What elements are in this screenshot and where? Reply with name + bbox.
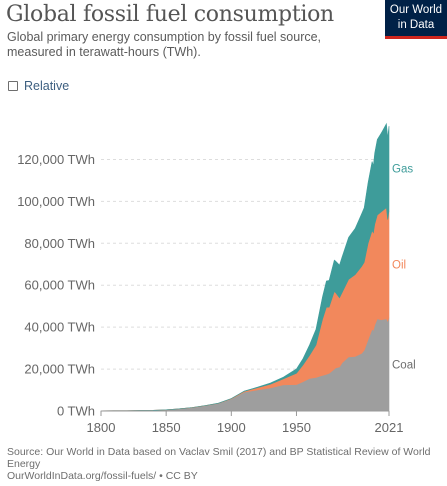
y-tick-label: 60,000 TWh (24, 278, 95, 293)
chart-footer: Source: Our World in Data based on Vacla… (7, 446, 437, 482)
logo-accent-bar (385, 36, 447, 39)
series-label-gas: Gas (392, 163, 413, 175)
owid-logo[interactable]: Our World in Data (385, 0, 447, 39)
y-tick-label: 120,000 TWh (17, 152, 95, 167)
axes: 0 TWh 20,000 TWh 40,000 TWh 60,000 TWh 80,00… (17, 152, 415, 435)
y-tick-label: 40,000 TWh (24, 320, 95, 335)
license-label: • CC BY (159, 470, 198, 482)
x-tick-label: 1950 (282, 420, 311, 435)
y-tick-label: 0 TWh (57, 404, 95, 419)
area-gas[interactable] (100, 122, 390, 412)
x-tick-label: 1850 (152, 420, 181, 435)
source-note: Source: Our World in Data based on Vacla… (7, 446, 431, 470)
y-tick-label: 100,000 TWh (17, 194, 95, 209)
x-tick-label: 1900 (217, 420, 246, 435)
relative-label: Relative (24, 79, 70, 93)
x-tick-label: 1800 (87, 420, 116, 435)
series-label-oil: Oil (392, 259, 406, 271)
relative-toggle[interactable]: Relative (8, 79, 69, 93)
x-tick-label: 2021 (375, 420, 404, 435)
area-series (100, 122, 390, 412)
series-label-coal: Coal (392, 359, 416, 371)
page-title: Global fossil fuel consumption (6, 2, 334, 27)
relative-checkbox[interactable] (8, 81, 18, 91)
logo-line-1: Our World (389, 4, 443, 16)
y-tick-label: 80,000 TWh (24, 236, 95, 251)
logo-line-2: in Data (397, 19, 435, 31)
chart-subtitle: Global primary energy consumption by fos… (7, 30, 322, 59)
footer-links: OurWorldInData.org/fossil-fuels/ • CC BY (7, 470, 437, 482)
source-url-link[interactable]: OurWorldInData.org/fossil-fuels/ (7, 470, 157, 482)
y-tick-label: 20,000 TWh (24, 362, 95, 377)
